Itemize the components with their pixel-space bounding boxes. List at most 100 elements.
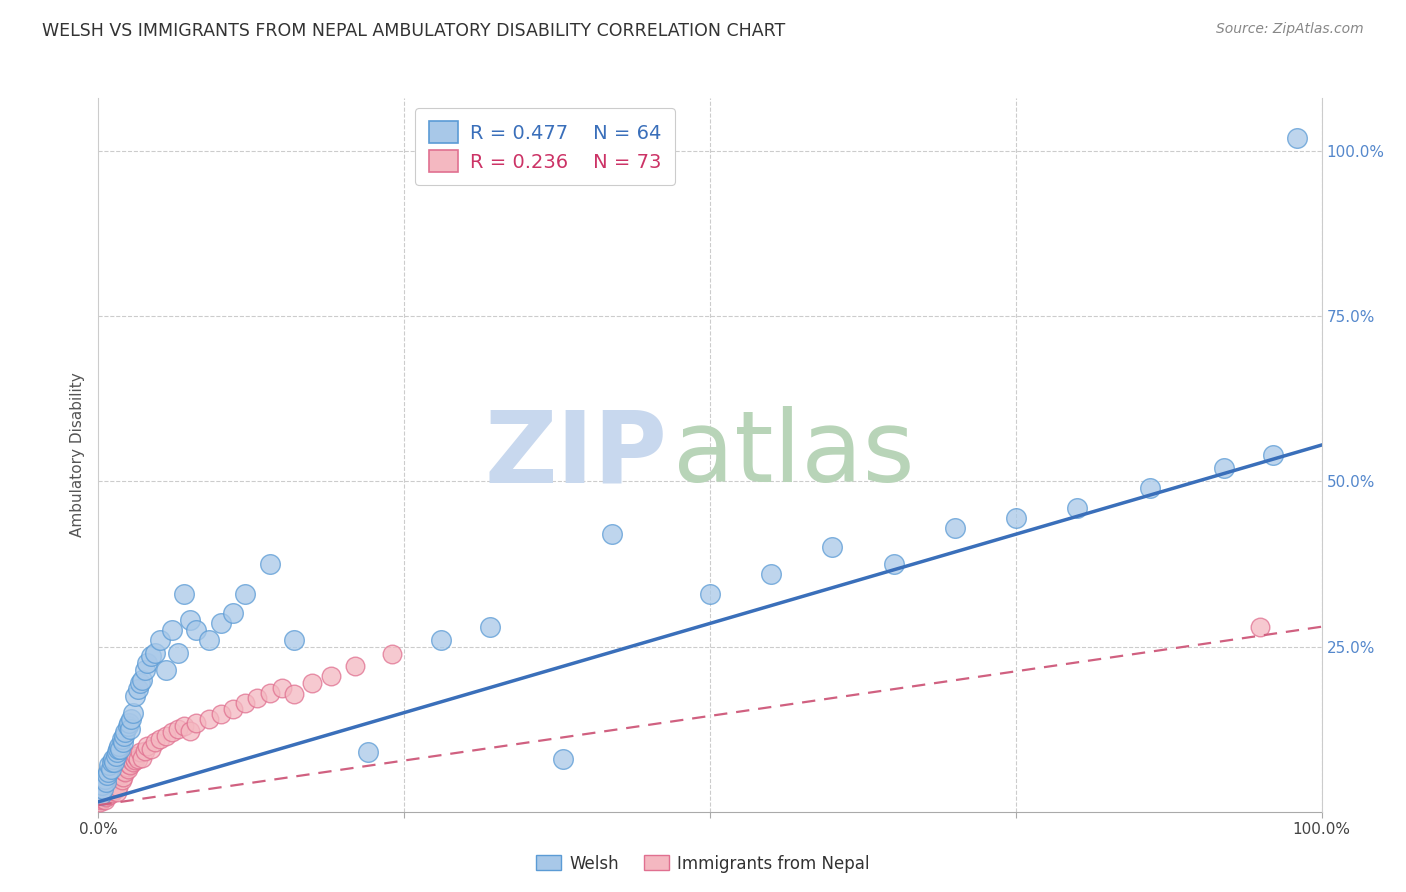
Point	[129, 745, 152, 759]
Point	[283, 632, 305, 647]
Point	[104, 766, 127, 780]
Point	[108, 768, 131, 782]
Point	[97, 778, 120, 792]
Point	[120, 758, 142, 772]
Point	[1286, 130, 1309, 145]
Point	[356, 745, 378, 759]
Point	[131, 750, 153, 764]
Point	[117, 762, 139, 776]
Point	[120, 753, 142, 767]
Point	[101, 783, 124, 797]
Point	[101, 772, 124, 786]
Point	[120, 712, 142, 726]
Point	[91, 783, 114, 797]
Point	[93, 772, 115, 786]
Point	[111, 772, 134, 787]
Point	[90, 793, 112, 807]
Y-axis label: Ambulatory Disability: Ambulatory Disability	[70, 373, 86, 537]
Point	[143, 646, 166, 660]
Point	[111, 735, 134, 749]
Point	[821, 541, 844, 555]
Point	[943, 520, 966, 534]
Point	[186, 715, 208, 730]
Point	[222, 702, 245, 716]
Point	[110, 766, 132, 780]
Point	[553, 752, 575, 766]
Point	[101, 755, 124, 769]
Point	[103, 768, 125, 782]
Point	[134, 663, 156, 677]
Point	[344, 659, 367, 673]
Point	[90, 788, 112, 802]
Point	[98, 758, 121, 772]
Point	[90, 785, 112, 799]
Point	[270, 681, 294, 695]
Point	[600, 527, 623, 541]
Point	[127, 752, 149, 766]
Point	[127, 682, 149, 697]
Point	[173, 719, 195, 733]
Point	[139, 649, 162, 664]
Point	[1066, 500, 1088, 515]
Point	[124, 689, 146, 703]
Point	[105, 745, 128, 759]
Point	[121, 706, 143, 720]
Text: Source: ZipAtlas.com: Source: ZipAtlas.com	[1216, 22, 1364, 37]
Point	[129, 676, 152, 690]
Point	[97, 765, 120, 780]
Point	[160, 725, 183, 739]
Text: ZIP: ZIP	[484, 407, 668, 503]
Point	[98, 777, 121, 791]
Point	[93, 793, 115, 807]
Point	[222, 607, 245, 621]
Point	[115, 760, 138, 774]
Point	[96, 788, 118, 802]
Point	[94, 775, 117, 789]
Point	[197, 632, 219, 647]
Point	[101, 786, 124, 800]
Point	[114, 725, 136, 739]
Point	[122, 750, 145, 764]
Point	[186, 623, 208, 637]
Point	[91, 790, 114, 805]
Point	[1261, 448, 1284, 462]
Point	[103, 780, 125, 794]
Point	[259, 557, 281, 571]
Point	[233, 587, 256, 601]
Point	[1212, 461, 1234, 475]
Point	[94, 782, 117, 797]
Point	[91, 791, 114, 805]
Point	[149, 732, 172, 747]
Point	[101, 752, 124, 766]
Point	[120, 722, 142, 736]
Point	[121, 755, 143, 769]
Point	[139, 742, 162, 756]
Point	[1249, 620, 1271, 634]
Point	[117, 719, 139, 733]
Point	[136, 739, 159, 753]
Point	[91, 786, 114, 800]
Point	[155, 663, 177, 677]
Point	[108, 739, 131, 753]
Point	[100, 775, 122, 789]
Point	[131, 673, 153, 687]
Point	[103, 755, 125, 769]
Point	[430, 632, 453, 647]
Point	[98, 788, 121, 802]
Point	[89, 785, 111, 799]
Point	[96, 768, 118, 782]
Point	[149, 632, 172, 647]
Point	[104, 748, 127, 763]
Point	[112, 729, 135, 743]
Legend: Welsh, Immigrants from Nepal: Welsh, Immigrants from Nepal	[530, 848, 876, 880]
Point	[105, 785, 128, 799]
Point	[160, 623, 183, 637]
Point	[209, 616, 232, 631]
Point	[134, 744, 156, 758]
Point	[209, 706, 232, 721]
Point	[246, 691, 269, 706]
Point	[179, 613, 201, 627]
Point	[104, 781, 127, 796]
Point	[100, 785, 122, 799]
Point	[143, 735, 166, 749]
